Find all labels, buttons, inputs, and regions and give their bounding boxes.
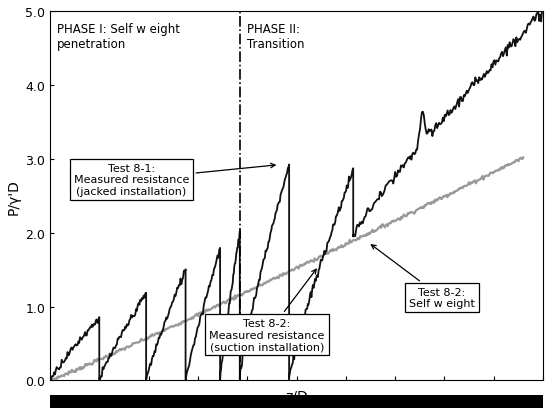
Text: Test 8-1:
Measured resistance
(jacked installation): Test 8-1: Measured resistance (jacked in… [74, 164, 275, 197]
Text: Test 8-2:
Self w eight: Test 8-2: Self w eight [371, 245, 475, 309]
X-axis label: z/D: z/D [285, 388, 308, 402]
Y-axis label: P/γ'D: P/γ'D [7, 178, 21, 214]
Text: PHASE II:
Transition: PHASE II: Transition [247, 23, 305, 51]
Text: PHASE I: Self w eight
penetration: PHASE I: Self w eight penetration [57, 23, 180, 51]
Text: Test 8-2:
Measured resistance
(suction installation): Test 8-2: Measured resistance (suction i… [209, 270, 324, 351]
